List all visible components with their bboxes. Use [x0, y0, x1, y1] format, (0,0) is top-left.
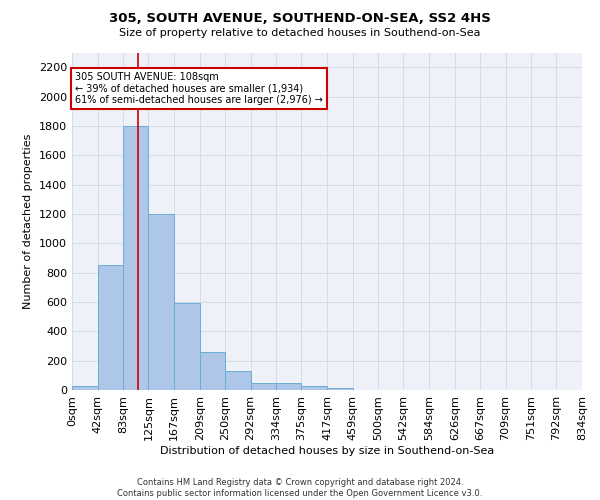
Text: 305, SOUTH AVENUE, SOUTHEND-ON-SEA, SS2 4HS: 305, SOUTH AVENUE, SOUTHEND-ON-SEA, SS2 …: [109, 12, 491, 26]
Bar: [174, 304, 200, 390]
Y-axis label: Number of detached properties: Number of detached properties: [23, 134, 34, 309]
Bar: [251, 382, 276, 390]
Bar: [301, 386, 327, 390]
X-axis label: Distribution of detached houses by size in Southend-on-Sea: Distribution of detached houses by size …: [160, 446, 494, 456]
Text: 305 SOUTH AVENUE: 108sqm
← 39% of detached houses are smaller (1,934)
61% of sem: 305 SOUTH AVENUE: 108sqm ← 39% of detach…: [75, 72, 323, 105]
Bar: [225, 371, 251, 390]
Bar: [276, 384, 301, 390]
Bar: [72, 386, 98, 390]
Text: Size of property relative to detached houses in Southend-on-Sea: Size of property relative to detached ho…: [119, 28, 481, 38]
Bar: [200, 352, 225, 390]
Text: Contains HM Land Registry data © Crown copyright and database right 2024.
Contai: Contains HM Land Registry data © Crown c…: [118, 478, 482, 498]
Bar: [148, 214, 174, 390]
Bar: [98, 266, 123, 390]
Bar: [123, 126, 148, 390]
Bar: [327, 388, 353, 390]
